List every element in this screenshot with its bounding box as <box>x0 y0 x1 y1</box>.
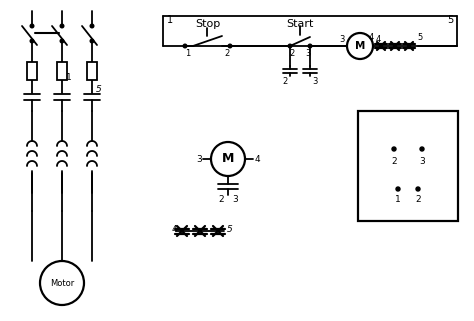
Text: 4: 4 <box>368 33 374 42</box>
Text: 4: 4 <box>375 34 381 44</box>
Circle shape <box>90 39 94 43</box>
Circle shape <box>30 39 34 43</box>
Circle shape <box>60 24 64 28</box>
Text: 1: 1 <box>185 48 191 57</box>
Text: 3: 3 <box>339 34 345 44</box>
Text: 2: 2 <box>218 195 224 204</box>
Text: 2: 2 <box>289 48 295 57</box>
Circle shape <box>347 33 373 59</box>
Text: 1: 1 <box>167 15 173 25</box>
Circle shape <box>30 24 34 28</box>
Circle shape <box>288 44 292 48</box>
Text: 3: 3 <box>232 195 238 204</box>
Text: 5: 5 <box>227 225 233 235</box>
Text: 5: 5 <box>447 15 453 25</box>
Bar <box>57 62 67 80</box>
Text: 3: 3 <box>305 48 310 57</box>
Circle shape <box>396 187 400 191</box>
Bar <box>27 62 37 80</box>
Circle shape <box>211 142 245 176</box>
Circle shape <box>308 44 312 48</box>
Text: 3: 3 <box>419 157 425 166</box>
Text: M: M <box>355 41 365 51</box>
Text: 1: 1 <box>66 73 72 82</box>
Text: 2: 2 <box>391 157 397 166</box>
Text: Start: Start <box>286 19 314 29</box>
Circle shape <box>416 187 420 191</box>
Text: 3: 3 <box>312 76 318 85</box>
Circle shape <box>228 44 232 48</box>
Text: 5: 5 <box>418 33 423 42</box>
Text: 5: 5 <box>96 84 102 93</box>
Circle shape <box>392 147 396 151</box>
Circle shape <box>183 44 187 48</box>
Bar <box>87 62 97 80</box>
Text: 3: 3 <box>196 154 202 163</box>
Text: 2: 2 <box>415 195 421 204</box>
Circle shape <box>420 147 424 151</box>
Circle shape <box>60 39 64 43</box>
Circle shape <box>90 24 94 28</box>
Text: 2: 2 <box>224 48 229 57</box>
Bar <box>358 111 458 221</box>
Circle shape <box>40 261 84 305</box>
Text: 4: 4 <box>171 225 177 235</box>
Text: M: M <box>222 152 234 166</box>
Text: Motor: Motor <box>50 279 74 288</box>
Text: 1: 1 <box>395 195 401 204</box>
Text: Stop: Stop <box>195 19 220 29</box>
Text: 2: 2 <box>283 76 288 85</box>
Text: 4: 4 <box>254 154 260 163</box>
